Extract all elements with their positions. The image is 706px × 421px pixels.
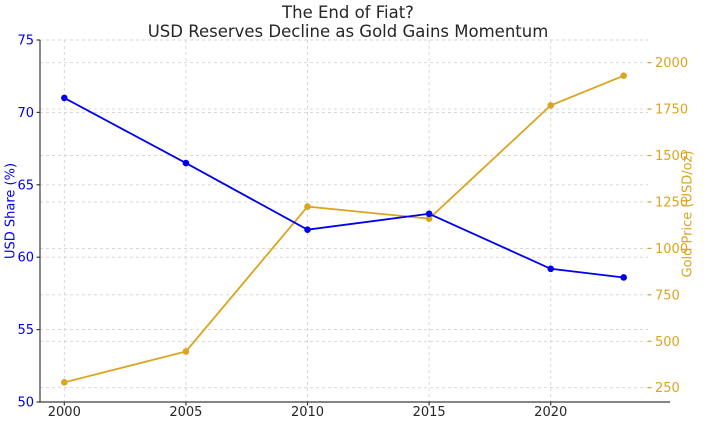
y-tick-label-right: 500: [655, 335, 680, 350]
x-tick-label: 2015: [413, 405, 446, 420]
data-point-right-axis: [547, 102, 555, 109]
y-tick-label-left: 65: [17, 178, 34, 193]
data-point-right-axis: [304, 203, 311, 210]
series-line-right-axis: [64, 74, 625, 384]
data-point-left-axis: [547, 265, 555, 273]
y-tick-label-right: 1750: [655, 103, 688, 118]
data-point-left-axis: [425, 210, 433, 218]
x-tick-label: 2000: [48, 405, 81, 420]
y-tick-label-right: 250: [655, 381, 680, 396]
data-point-right-axis: [182, 348, 190, 355]
y-tick-label-left: 60: [17, 251, 34, 266]
y-axis-label-left: USD Share (%): [3, 162, 19, 260]
data-point-right-axis: [620, 72, 627, 79]
y-tick-label-right: 750: [655, 288, 680, 303]
chart-title-line1: The End of Fiat?: [282, 3, 414, 22]
y-tick-label-right: 1250: [655, 195, 688, 210]
x-tick-label: 2010: [291, 405, 324, 420]
x-tick-label: 2005: [169, 405, 202, 420]
y-tick-label-left: 75: [17, 34, 34, 49]
y-axis-label-right: Gold Price (USD/oz): [680, 150, 696, 278]
y-tick-label-left: 55: [17, 323, 34, 338]
y-tick-label-right: 1000: [655, 242, 688, 257]
data-point-right-axis: [61, 379, 68, 386]
chart-title: The End of Fiat? USD Reserves Decline as…: [148, 3, 549, 41]
data-point-left-axis: [182, 159, 190, 167]
data-point-left-axis: [620, 274, 627, 281]
chart-title-line2: USD Reserves Decline as Gold Gains Momen…: [147, 22, 549, 41]
data-point-right-axis: [425, 215, 433, 222]
y-tick-label-right: 1500: [655, 149, 688, 164]
data-point-left-axis: [304, 226, 311, 233]
y-tick-label-right: 2000: [655, 56, 688, 71]
y-tick-label-left: 50: [17, 396, 34, 411]
x-tick-label: 2020: [534, 405, 567, 420]
series-line-left-axis: [63, 97, 624, 279]
y-tick-label-left: 70: [17, 106, 34, 121]
data-point-left-axis: [61, 94, 68, 102]
